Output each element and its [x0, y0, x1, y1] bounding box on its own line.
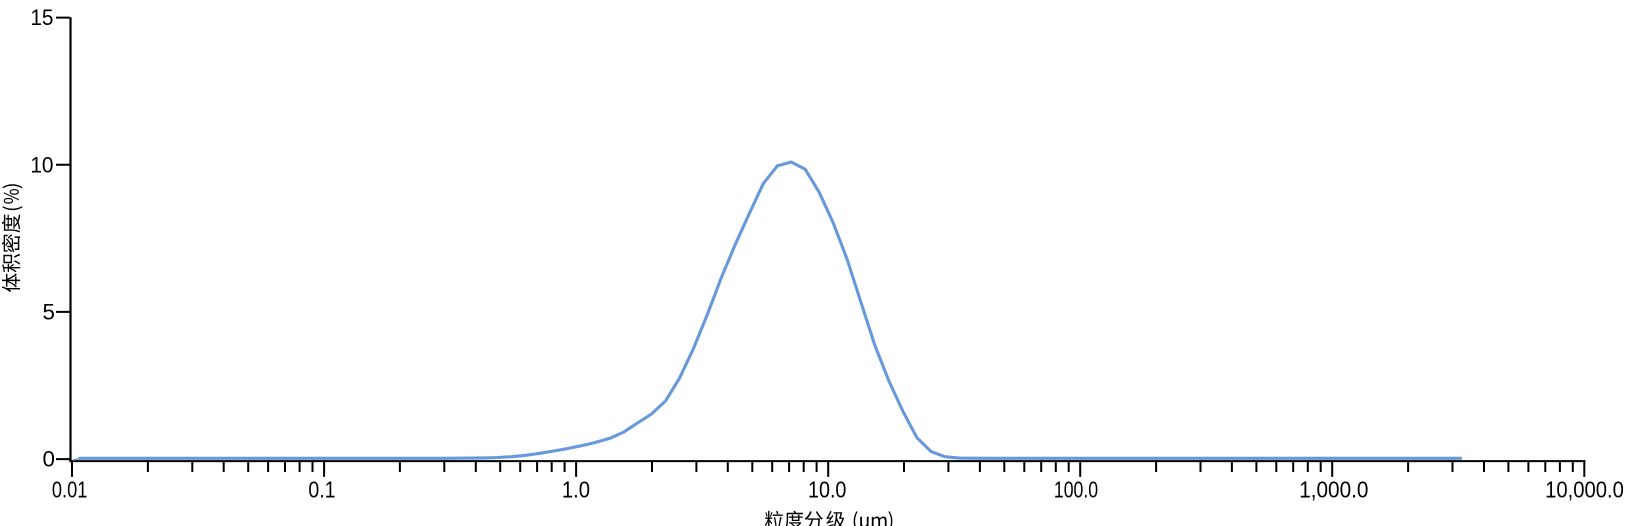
svg-text:100.0: 100.0 [1054, 477, 1098, 503]
svg-text:1.0: 1.0 [562, 476, 590, 503]
svg-text:0.01: 0.01 [52, 478, 87, 504]
svg-text:5: 5 [43, 299, 55, 324]
svg-text:1,000.0: 1,000.0 [1299, 477, 1368, 503]
svg-text:0.1: 0.1 [308, 477, 335, 503]
svg-text:10: 10 [30, 152, 53, 178]
svg-text:10.0: 10.0 [808, 477, 846, 503]
svg-text:10,000.0: 10,000.0 [1545, 476, 1624, 503]
svg-text:0: 0 [43, 447, 55, 472]
svg-text:15: 15 [30, 4, 53, 30]
